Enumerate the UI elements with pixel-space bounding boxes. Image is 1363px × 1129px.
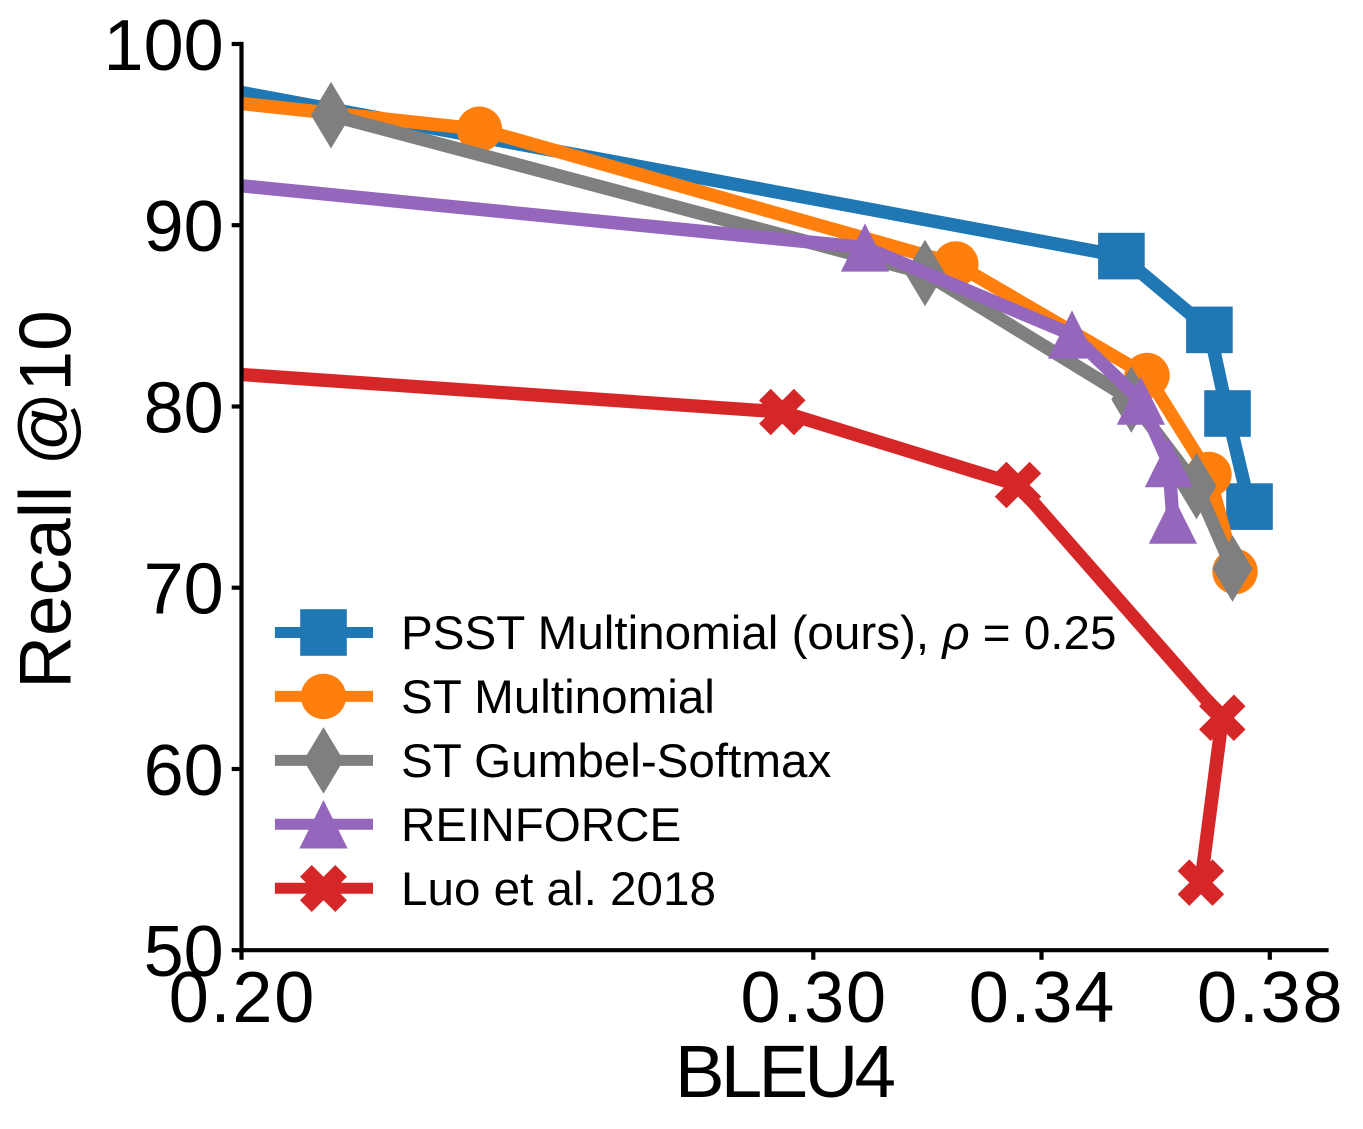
svg-text:BLEU4: BLEU4 [675,1029,895,1113]
svg-text:0.30: 0.30 [741,958,888,1038]
svg-text:PSST Multinomial (ours), ρ = 0: PSST Multinomial (ours), ρ = 0.25 [401,607,1116,660]
svg-text:0.38: 0.38 [1197,958,1344,1038]
svg-text:Luo et al. 2018: Luo et al. 2018 [401,863,716,916]
svg-text:60: 60 [144,731,224,811]
svg-text:0.20: 0.20 [169,958,316,1038]
svg-text:Recall @10: Recall @10 [5,310,86,688]
svg-text:100: 100 [104,6,224,86]
svg-text:70: 70 [144,550,224,630]
svg-text:ST Multinomial: ST Multinomial [401,671,715,724]
svg-text:0.34: 0.34 [969,958,1116,1038]
svg-text:50: 50 [144,912,224,992]
svg-text:80: 80 [144,369,224,449]
svg-text:ST Gumbel-Softmax: ST Gumbel-Softmax [401,735,831,788]
svg-text:REINFORCE: REINFORCE [401,799,681,852]
svg-text:90: 90 [144,187,224,267]
